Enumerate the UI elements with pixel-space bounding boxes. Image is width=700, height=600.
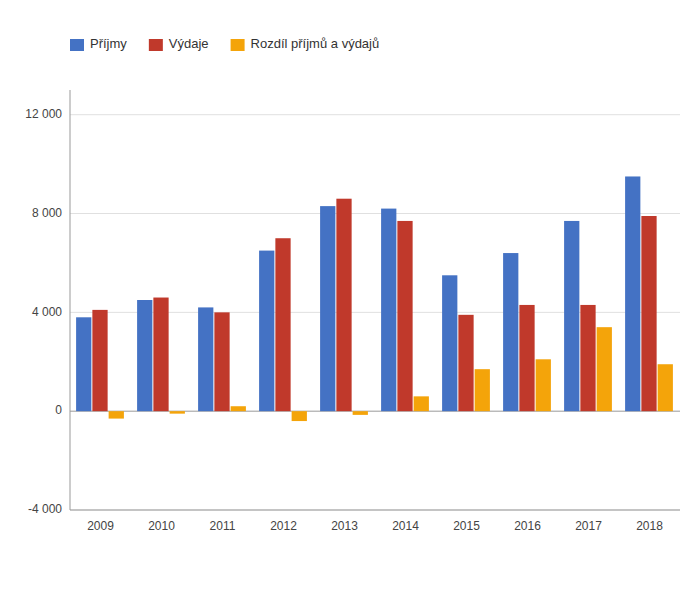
- bar: [536, 359, 551, 411]
- grid-line: [70, 114, 680, 115]
- bar: [320, 206, 335, 411]
- bar: [475, 369, 490, 411]
- series: [92, 199, 656, 411]
- legend-item: Rozdíl příjmů a výdajů: [231, 36, 380, 51]
- bar: [625, 176, 640, 411]
- bar: [397, 221, 412, 411]
- y-tick-label: 4 000: [32, 305, 62, 319]
- x-tick-label: 2017: [575, 519, 602, 533]
- x-tick-label: 2010: [148, 519, 175, 533]
- legend: Příjmy Výdaje Rozdíl příjmů a výdajů: [70, 36, 379, 51]
- chart-container: -4 00004 0008 00012 00020092010201120122…: [0, 0, 700, 600]
- bar: [170, 411, 185, 413]
- bar: [336, 199, 351, 411]
- chart-svg: -4 00004 0008 00012 00020092010201120122…: [0, 0, 700, 600]
- legend-swatch: [149, 39, 163, 51]
- x-tick-label: 2012: [270, 519, 297, 533]
- bar: [137, 300, 152, 411]
- bar: [641, 216, 656, 411]
- bar: [414, 396, 429, 411]
- y-axis-line: [70, 90, 71, 510]
- y-tick-label: -4 000: [28, 502, 62, 516]
- y-tick-label: 12 000: [25, 107, 62, 121]
- x-axis-line: [70, 510, 680, 511]
- bar: [381, 209, 396, 412]
- series: [109, 327, 673, 421]
- y-tick-label: 8 000: [32, 206, 62, 220]
- bar: [503, 253, 518, 411]
- legend-item: Výdaje: [149, 36, 209, 51]
- grid-line: [70, 213, 680, 214]
- legend-swatch: [70, 39, 84, 51]
- x-tick-label: 2018: [636, 519, 663, 533]
- bar: [597, 327, 612, 411]
- bar: [259, 251, 274, 412]
- bar: [458, 315, 473, 411]
- grid-line: [70, 510, 680, 511]
- x-tick-label: 2009: [87, 519, 114, 533]
- bar: [198, 307, 213, 411]
- x-tick-label: 2013: [331, 519, 358, 533]
- series: [76, 176, 640, 411]
- y-axis: -4 000 0 4 000 8 000 12 000: [25, 107, 680, 516]
- bar: [564, 221, 579, 411]
- legend-label: Výdaje: [169, 36, 209, 51]
- x-tick-label: 2016: [514, 519, 541, 533]
- bar: [153, 298, 168, 412]
- bar: [231, 406, 246, 411]
- legend-item: Příjmy: [70, 36, 127, 51]
- legend-label: Příjmy: [90, 36, 127, 51]
- bar: [292, 411, 307, 421]
- bar: [353, 411, 368, 415]
- legend-label: Rozdíl příjmů a výdajů: [251, 36, 380, 51]
- bar: [92, 310, 107, 411]
- legend-swatch: [231, 39, 245, 51]
- x-tick-label: 2015: [453, 519, 480, 533]
- x-axis: 2009 2010 2011 2012 2013 2014 2015 2016 2017 2018: [87, 519, 663, 533]
- bar: [275, 238, 290, 411]
- bar: [76, 317, 91, 411]
- bar: [580, 305, 595, 411]
- x-tick-label: 2011: [210, 519, 236, 533]
- bars: [76, 176, 673, 421]
- bar: [442, 275, 457, 411]
- y-tick-label: 0: [55, 403, 62, 417]
- x-tick-label: 2014: [392, 519, 419, 533]
- bar: [658, 364, 673, 411]
- bar: [109, 411, 124, 418]
- bar: [519, 305, 534, 411]
- bar: [214, 312, 229, 411]
